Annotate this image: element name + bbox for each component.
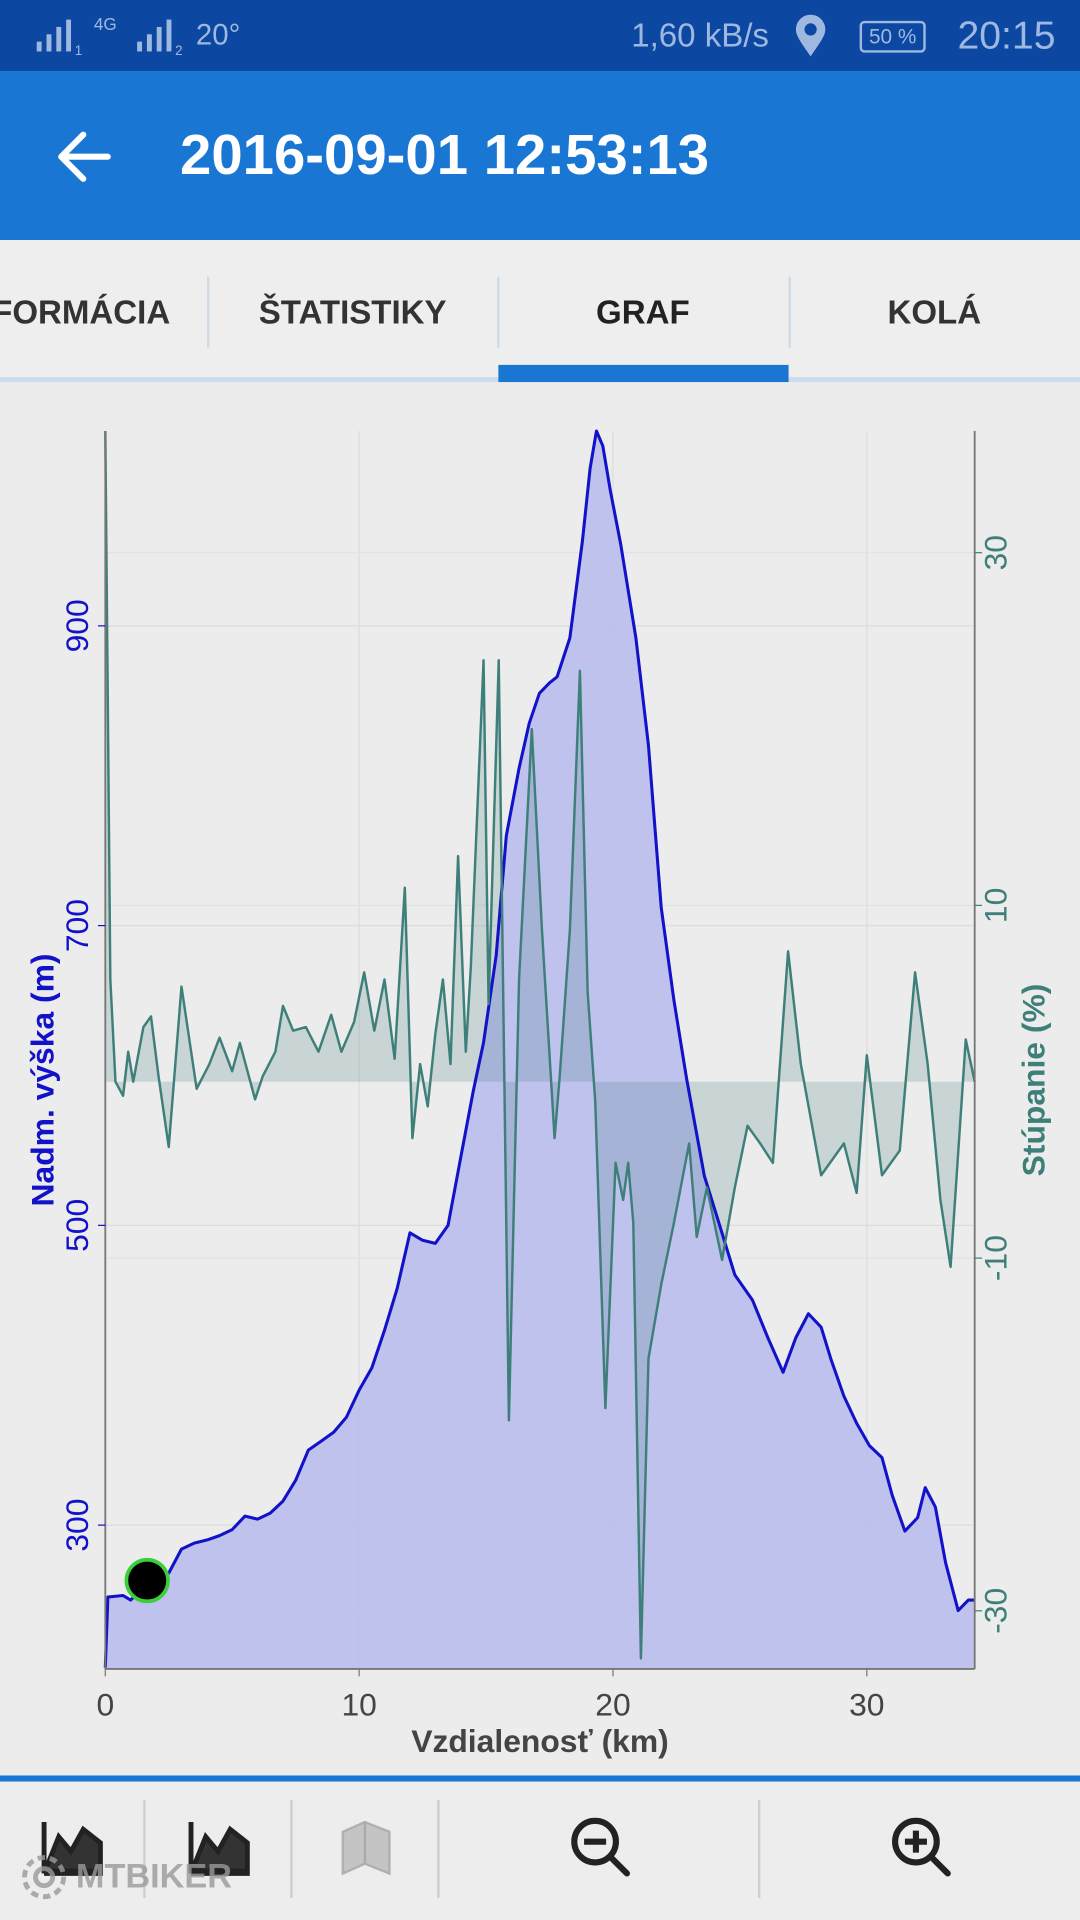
y-tick-label: 300 bbox=[59, 1499, 95, 1552]
y2-axis-label: Stúpanie (%) bbox=[1015, 984, 1051, 1177]
tab[interactable]: FORMÁCIA bbox=[0, 293, 170, 331]
zoom-in-button[interactable] bbox=[892, 1817, 951, 1877]
status-bar bbox=[0, 0, 1080, 72]
location-icon bbox=[795, 14, 826, 57]
gradient-chart-button[interactable] bbox=[188, 1822, 250, 1876]
y2-tick-label: 30 bbox=[977, 535, 1013, 570]
app-bar bbox=[0, 71, 1080, 240]
zoom-out-button[interactable] bbox=[571, 1817, 630, 1877]
y2-tick-label: -30 bbox=[977, 1588, 1013, 1634]
clock: 20:15 bbox=[957, 14, 1055, 57]
elevation-area bbox=[105, 431, 975, 1669]
network-speed: 1,60 kB/s bbox=[631, 18, 769, 55]
chart: 0 10 20 30 300 500 700 900 -30 -10 10 30 Vzdialenosť… bbox=[25, 429, 1051, 1759]
y2-tick-label: 10 bbox=[977, 888, 1013, 923]
network-type: 4G bbox=[94, 14, 117, 34]
watermark: MTBIKER bbox=[76, 1857, 232, 1895]
map-button[interactable] bbox=[341, 1820, 391, 1876]
tab[interactable]: KOLÁ bbox=[887, 293, 981, 331]
signal-icons bbox=[36, 19, 172, 52]
watermark-logo bbox=[22, 1855, 67, 1900]
tab[interactable]: ŠTATISTIKY bbox=[259, 292, 447, 331]
y-tick-label: 900 bbox=[59, 599, 95, 652]
x-axis-label: Vzdialenosť (km) bbox=[411, 1723, 669, 1759]
toolbar-divider bbox=[0, 1775, 1080, 1782]
elevation-line bbox=[103, 429, 975, 1668]
tab[interactable]: GRAF bbox=[596, 294, 690, 331]
sim-label: 2 bbox=[175, 43, 182, 58]
back-button[interactable] bbox=[58, 131, 111, 182]
active-tab-indicator bbox=[498, 364, 789, 383]
x-tick-label: 10 bbox=[341, 1686, 376, 1722]
toolbar-separators bbox=[143, 1800, 761, 1898]
tab-separators bbox=[206, 276, 792, 348]
gradient-line bbox=[104, 431, 976, 1660]
position-marker bbox=[124, 1557, 170, 1604]
y-axis-label: Nadm. výška (m) bbox=[25, 954, 61, 1207]
temperature: 20° bbox=[196, 19, 240, 52]
battery-level: 50 % bbox=[869, 25, 916, 48]
screen-title: 2016-09-01 12:53:13 bbox=[180, 123, 709, 186]
x-tick-label: 20 bbox=[595, 1686, 630, 1722]
y-tick-label: 500 bbox=[59, 1199, 95, 1252]
x-tick-label: 0 bbox=[96, 1686, 114, 1722]
gradient-area bbox=[105, 431, 975, 1659]
x-tick-label: 30 bbox=[849, 1686, 884, 1722]
y2-tick-label: -10 bbox=[977, 1235, 1013, 1281]
tab-bar bbox=[0, 240, 1080, 383]
battery-icon bbox=[859, 20, 926, 53]
sim-label: 1 bbox=[75, 43, 82, 58]
y-tick-label: 700 bbox=[59, 899, 95, 952]
